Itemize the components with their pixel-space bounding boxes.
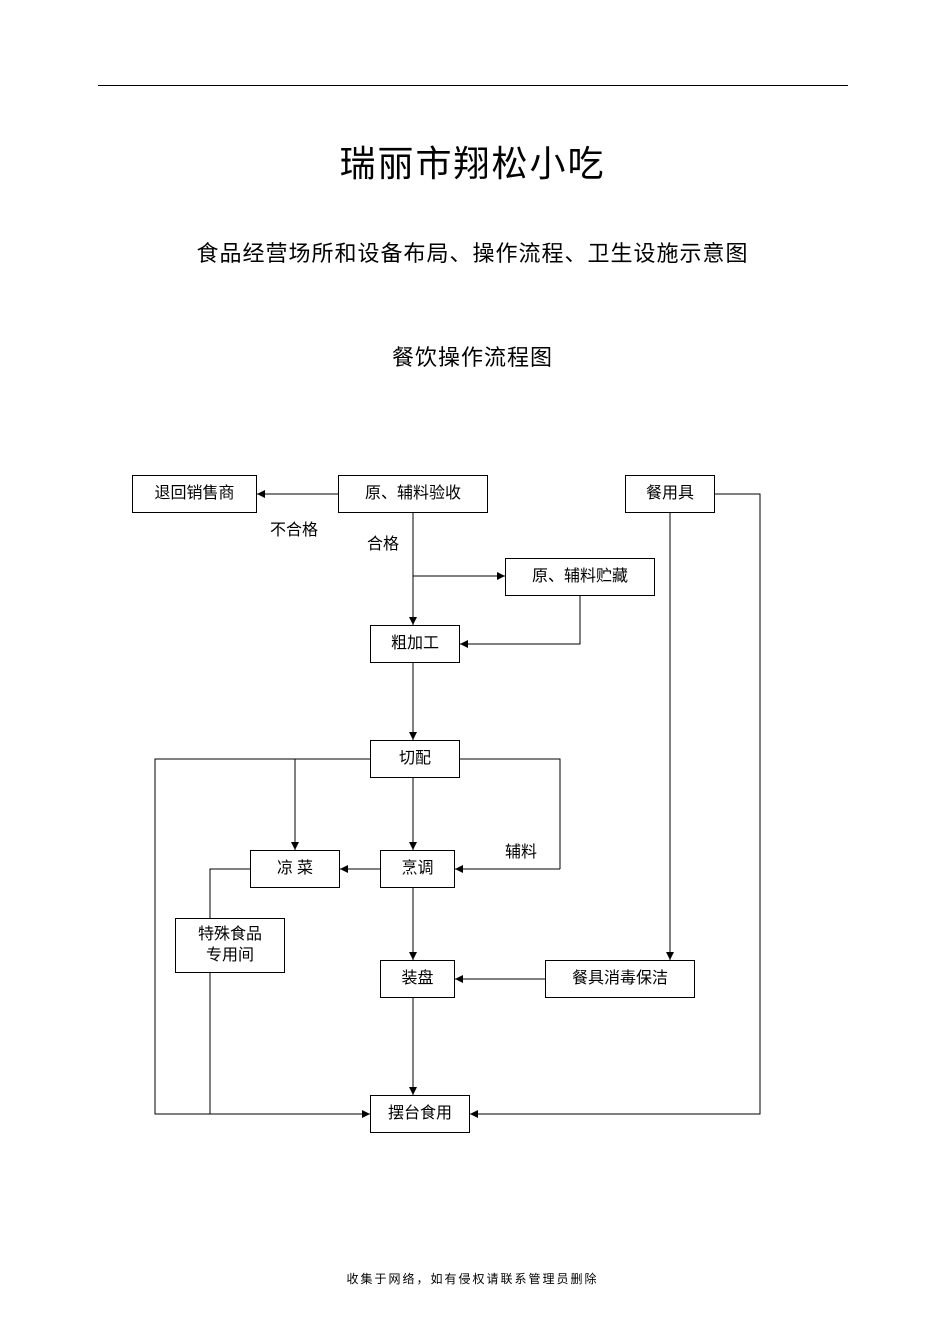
node-special-room: 特殊食品 专用间 — [175, 918, 285, 973]
node-tableware: 餐用具 — [625, 475, 715, 513]
node-cut: 切配 — [370, 740, 460, 778]
edge-label-pass: 合格 — [367, 530, 399, 554]
node-cold-dish: 凉 菜 — [250, 850, 340, 888]
footer-text: 收集于网络，如有侵权请联系管理员删除 — [0, 1270, 945, 1287]
node-inspect: 原、辅料验收 — [338, 475, 488, 513]
node-storage: 原、辅料贮藏 — [505, 558, 655, 596]
document-page: 瑞丽市翔松小吃 食品经营场所和设备布局、操作流程、卫生设施示意图 餐饮操作流程图… — [0, 0, 945, 1337]
node-disinfect: 餐具消毒保洁 — [545, 960, 695, 998]
node-cook: 烹调 — [380, 850, 455, 888]
node-return-vendor: 退回销售商 — [132, 475, 257, 513]
flowchart-edges — [0, 0, 945, 1337]
node-plate: 装盘 — [380, 960, 455, 998]
flowchart-container: 退回销售商 原、辅料验收 餐用具 原、辅料贮藏 粗加工 切配 凉 菜 烹调 特殊… — [0, 0, 945, 1337]
node-rough: 粗加工 — [370, 625, 460, 663]
edge-label-fail: 不合格 — [270, 516, 318, 540]
edge-label-aux: 辅料 — [505, 838, 537, 862]
node-serve: 摆台食用 — [370, 1095, 470, 1133]
